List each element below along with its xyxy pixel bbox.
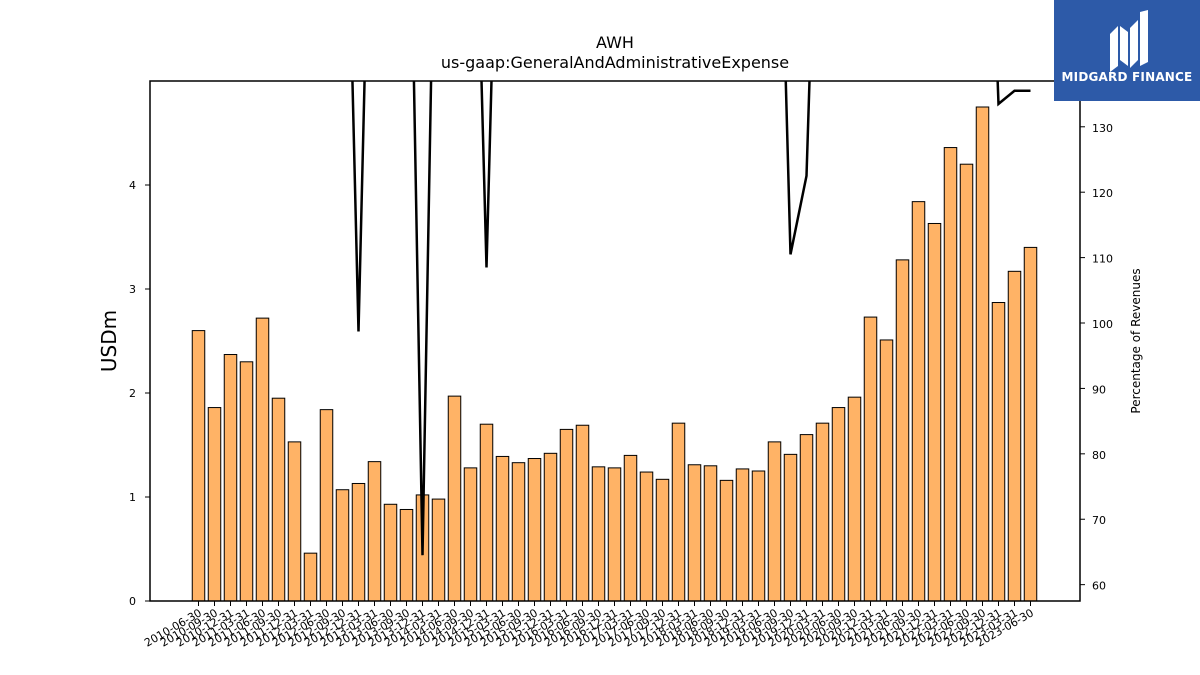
y2-tick-label: 100 bbox=[1092, 318, 1113, 331]
x-axis-ticks: 2010-06-302010-09-302010-12-312011-03-31… bbox=[142, 601, 1036, 650]
bar-2014-09-30 bbox=[463, 467, 478, 602]
y2-tick-label: 70 bbox=[1092, 514, 1106, 527]
y2-tick-label: 130 bbox=[1092, 122, 1113, 135]
bar-2021-03-31 bbox=[879, 339, 894, 602]
y-axis-label: USDm bbox=[97, 310, 121, 372]
bar-2020-12-31 bbox=[863, 316, 878, 602]
bar-2020-03-31 bbox=[815, 422, 830, 602]
bar-2010-06-30 bbox=[191, 330, 206, 602]
bar-2019-06-30 bbox=[767, 441, 782, 602]
bar-2023-06-30 bbox=[1023, 246, 1038, 602]
bar-2016-03-31 bbox=[559, 428, 574, 602]
bar-2014-03-31 bbox=[431, 498, 446, 602]
y2-tick-label: 120 bbox=[1092, 187, 1113, 200]
bar-2014-12-31 bbox=[479, 423, 494, 602]
brand-name: MIDGARD FINANCE bbox=[1061, 70, 1193, 84]
bar-2019-03-31 bbox=[751, 470, 766, 602]
bar-2011-03-31 bbox=[239, 361, 254, 602]
bar-2013-03-31 bbox=[367, 461, 382, 602]
bar-2018-09-30 bbox=[719, 479, 734, 602]
chart-subtitle: us-gaap:GeneralAndAdministrativeExpense bbox=[441, 53, 789, 72]
y-tick-label: 0 bbox=[129, 595, 136, 608]
y2-tick-label: 110 bbox=[1092, 253, 1113, 266]
bar-2023-03-31 bbox=[1007, 270, 1022, 602]
bar-2016-12-31 bbox=[607, 467, 622, 602]
bar-2020-09-30 bbox=[847, 396, 862, 602]
bar-2019-09-30 bbox=[783, 453, 798, 602]
bar-2022-03-31 bbox=[943, 147, 958, 602]
bar-2021-12-31 bbox=[927, 222, 942, 602]
brand-mark-icon bbox=[1110, 10, 1148, 72]
brand-logo: MIDGARD FINANCE bbox=[1054, 0, 1200, 101]
bar-2022-06-30 bbox=[959, 163, 974, 602]
y-tick-label: 3 bbox=[129, 283, 136, 296]
bar-2015-06-30 bbox=[511, 462, 526, 602]
bar-2021-09-30 bbox=[911, 201, 926, 602]
bar-2011-06-30 bbox=[255, 317, 270, 602]
bar-2012-09-30 bbox=[335, 489, 350, 602]
y2-tick-label: 80 bbox=[1092, 449, 1106, 462]
bar-2016-09-30 bbox=[591, 466, 606, 602]
bar-2010-09-30 bbox=[207, 407, 222, 602]
bar-2018-03-31 bbox=[687, 464, 702, 602]
bar-2021-06-30 bbox=[895, 259, 910, 602]
bar-2012-12-31 bbox=[351, 482, 366, 602]
y-axis-ticks: 0 1 2 3 4 bbox=[129, 179, 150, 608]
bar-2017-03-31 bbox=[623, 454, 638, 602]
y-tick-label: 2 bbox=[129, 387, 136, 400]
bars-group bbox=[191, 106, 1038, 602]
bar-2015-03-31 bbox=[495, 455, 510, 602]
bar-2011-09-30 bbox=[271, 397, 286, 602]
bar-2022-09-30 bbox=[975, 106, 990, 602]
bar-2017-09-30 bbox=[655, 478, 670, 602]
bar-2020-06-30 bbox=[831, 407, 846, 602]
chart-title: AWH bbox=[596, 33, 634, 52]
bar-2015-12-31 bbox=[543, 452, 558, 602]
bar-2016-06-30 bbox=[575, 424, 590, 602]
y2-tick-label: 90 bbox=[1092, 383, 1106, 396]
bar-2015-09-30 bbox=[527, 458, 542, 602]
bar-2012-03-31 bbox=[303, 552, 318, 602]
y2-tick-label: 60 bbox=[1092, 580, 1106, 593]
bar-2019-12-31 bbox=[799, 434, 814, 602]
bar-2013-09-30 bbox=[399, 508, 414, 602]
y2-axis-label: Percentage of Revenues bbox=[1129, 268, 1143, 413]
bar-2011-12-31 bbox=[287, 441, 302, 602]
bar-2013-06-30 bbox=[383, 503, 398, 602]
bar-2010-12-31 bbox=[223, 354, 238, 602]
bar-2017-12-31 bbox=[671, 422, 686, 602]
bar-2014-06-30 bbox=[447, 395, 462, 602]
y-tick-label: 4 bbox=[129, 179, 136, 192]
y2-axis-ticks: 60 70 80 90 100 110 120 130 bbox=[1080, 122, 1113, 593]
bar-2018-12-31 bbox=[735, 468, 750, 602]
bar-2012-06-30 bbox=[319, 409, 334, 602]
bar-2017-06-30 bbox=[639, 471, 654, 602]
bar-2018-06-30 bbox=[703, 465, 718, 602]
bar-2022-12-31 bbox=[991, 302, 1006, 602]
y-tick-label: 1 bbox=[129, 491, 136, 504]
